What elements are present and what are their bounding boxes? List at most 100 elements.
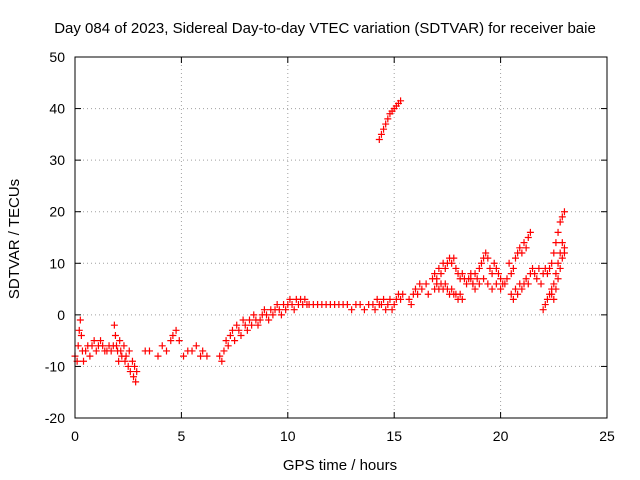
data-point: [556, 264, 564, 272]
data-point: [509, 295, 517, 303]
data-point: [558, 213, 566, 221]
data-point: [407, 301, 415, 309]
data-point: [282, 306, 290, 314]
data-point: [145, 347, 153, 355]
data-point: [552, 270, 560, 278]
data-point: [518, 285, 526, 293]
data-point: [277, 311, 285, 319]
data-point: [473, 275, 481, 283]
data-point: [197, 352, 205, 360]
data-point: [522, 244, 530, 252]
data-point: [75, 326, 83, 334]
data-point: [124, 362, 132, 370]
data-point: [550, 280, 558, 288]
data-point: [543, 270, 551, 278]
data-point: [467, 275, 475, 283]
data-point: [90, 337, 98, 345]
data-point: [405, 295, 413, 303]
data-point: [175, 337, 183, 345]
data-point: [452, 264, 460, 272]
data-point: [484, 254, 492, 262]
data-point: [377, 301, 385, 309]
data-point: [558, 239, 566, 247]
data-point: [382, 120, 390, 128]
data-point: [550, 249, 558, 257]
data-point: [550, 295, 558, 303]
data-point: [384, 301, 392, 309]
data-point: [122, 352, 130, 360]
data-point: [360, 306, 368, 314]
data-point: [431, 270, 439, 278]
data-point: [475, 280, 483, 288]
data-point: [375, 136, 383, 144]
data-point: [448, 259, 456, 267]
axis-ticks: 0 5 10 15 20 25 -20 -10 0 10 20 30 40 50: [45, 49, 615, 444]
data-point: [390, 301, 398, 309]
y-tick-label: 30: [49, 152, 65, 168]
data-point: [288, 301, 296, 309]
data-point: [424, 290, 432, 298]
data-point: [373, 295, 381, 303]
data-point: [399, 290, 407, 298]
data-point: [132, 378, 140, 386]
y-tick-label: 0: [57, 307, 65, 323]
data-point: [490, 259, 498, 267]
data-point: [411, 285, 419, 293]
y-tick-label: -10: [45, 358, 65, 374]
data-point: [448, 285, 456, 293]
data-point: [112, 342, 120, 350]
data-point: [450, 254, 458, 262]
data-point: [172, 326, 180, 334]
data-point: [497, 285, 505, 293]
data-point: [120, 342, 128, 350]
data-point: [418, 285, 426, 293]
data-point: [269, 311, 277, 319]
data-point: [492, 280, 500, 288]
data-point: [511, 285, 519, 293]
data-point: [548, 259, 556, 267]
data-point: [203, 352, 211, 360]
data-point: [560, 208, 568, 216]
data-point: [416, 280, 424, 288]
data-point: [558, 254, 566, 262]
data-point: [475, 264, 483, 272]
data-point: [199, 347, 207, 355]
data-point: [380, 295, 388, 303]
data-point: [301, 295, 309, 303]
data-point: [371, 306, 379, 314]
data-point: [107, 347, 115, 355]
data-point: [469, 280, 477, 288]
data-point: [235, 326, 243, 334]
x-tick-label: 15: [386, 428, 402, 444]
data-point: [441, 280, 449, 288]
data-point: [130, 373, 138, 381]
data-point: [529, 264, 537, 272]
data-point: [220, 347, 228, 355]
data-point: [233, 321, 241, 329]
grid-lines: [75, 57, 607, 418]
data-point: [482, 249, 490, 257]
data-point: [441, 264, 449, 272]
data-point: [348, 306, 356, 314]
data-point: [167, 337, 175, 345]
data-point: [377, 130, 385, 138]
data-point: [492, 264, 500, 272]
x-tick-label: 25: [599, 428, 615, 444]
data-point: [505, 259, 513, 267]
data-point: [435, 264, 443, 272]
y-tick-label: 50: [49, 49, 65, 65]
data-point: [437, 270, 445, 278]
data-point: [131, 362, 139, 370]
data-point: [76, 316, 84, 324]
data-point: [80, 357, 88, 365]
data-point: [488, 285, 496, 293]
plot-frame: [74, 56, 608, 419]
data-point: [537, 280, 545, 288]
x-tick-label: 10: [280, 428, 296, 444]
data-point: [248, 321, 256, 329]
data-point: [397, 295, 405, 303]
data-point: [514, 290, 522, 298]
data-point: [471, 285, 479, 293]
data-point: [552, 285, 560, 293]
y-tick-label: 20: [49, 204, 65, 220]
